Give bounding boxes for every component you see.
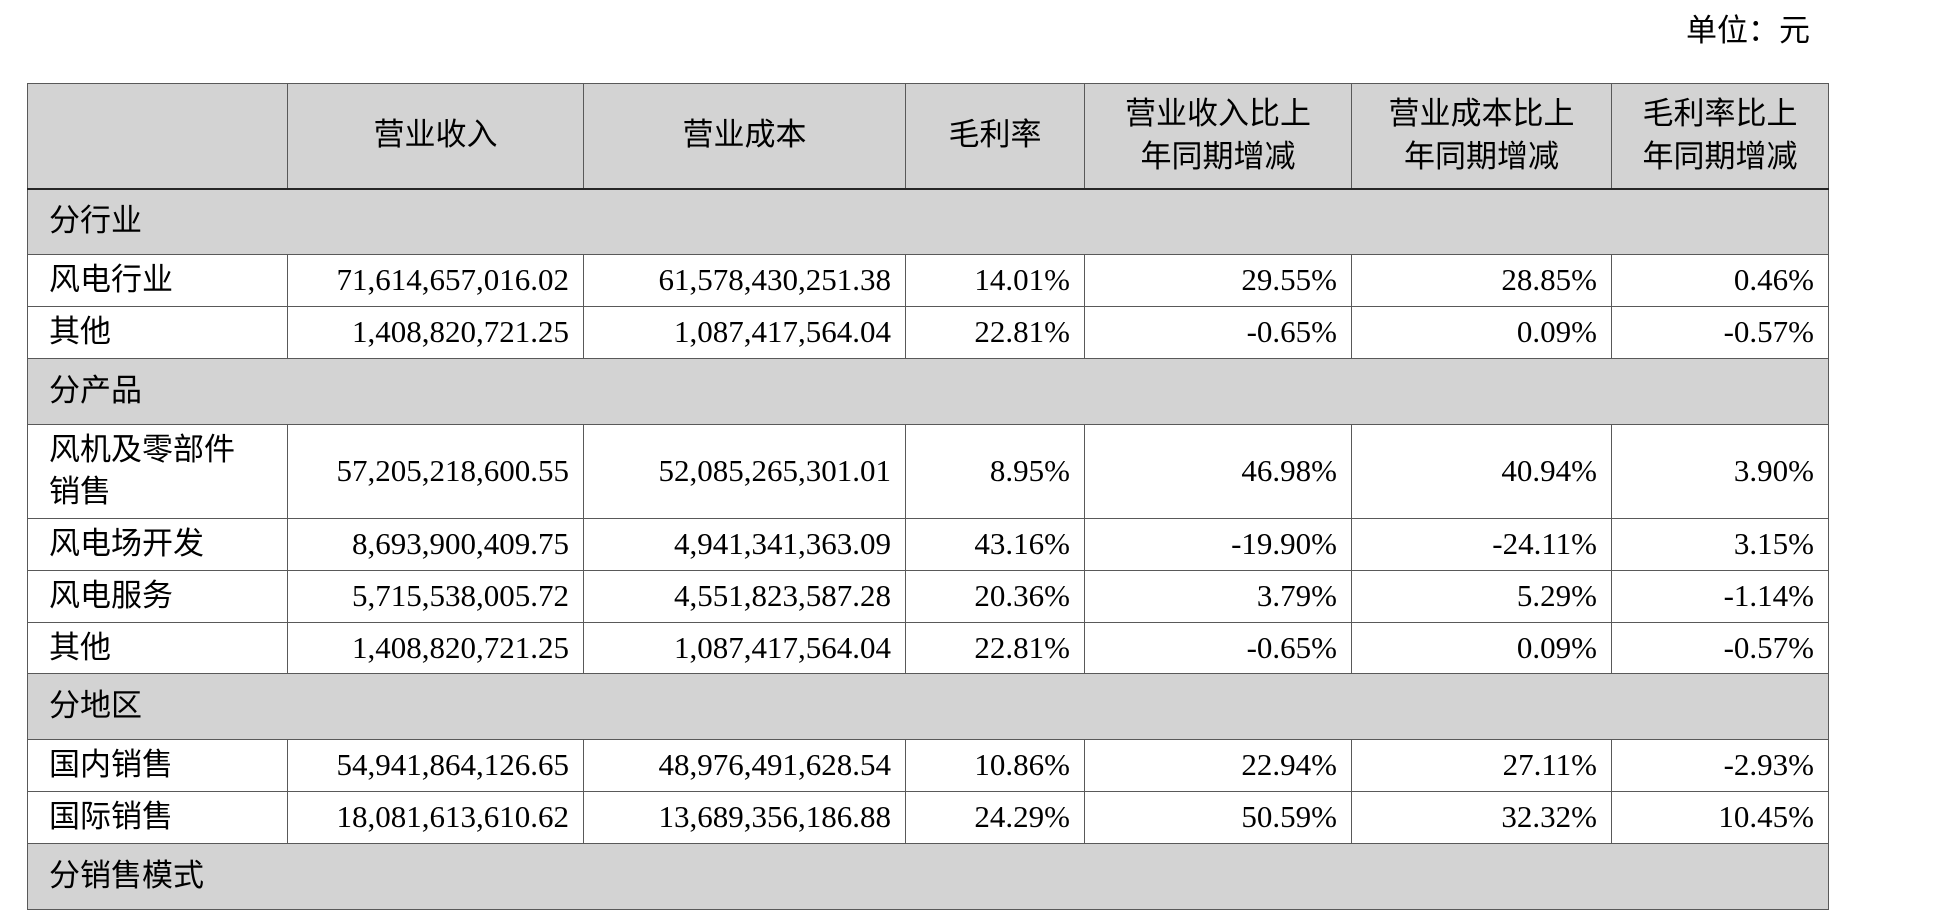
cell-value: 22.81%: [905, 621, 1085, 675]
cell-value: 0.46%: [1611, 254, 1829, 307]
cell-value: -0.57%: [1611, 621, 1829, 675]
table-header-row: 营业收入 营业成本 毛利率 营业收入比上 年同期增减 营业成本比上 年同期增减 …: [27, 83, 1829, 190]
cell-value: 4,941,341,363.09: [583, 518, 906, 571]
table-row: 其他 1,408,820,721.25 1,087,417,564.04 22.81%…: [27, 621, 1829, 675]
cell-value: 10.86%: [905, 739, 1085, 793]
section-title: 分地区: [27, 673, 1829, 741]
table-row: 国内销售 54,941,864,126.65 48,976,491,628.54 10…: [27, 739, 1829, 793]
cell-value: 54,941,864,126.65: [287, 739, 584, 793]
cell-value: 20.36%: [905, 569, 1085, 623]
cell-value: 5,715,538,005.72: [287, 569, 584, 623]
cell-value: 57,205,218,600.55: [287, 423, 584, 520]
header-cost-yoy-change: 营业成本比上 年同期增减: [1351, 83, 1612, 190]
section-row: 分地区: [27, 673, 1829, 741]
header-margin-yoy-change: 毛利率比上 年同期增减: [1611, 83, 1829, 190]
header-operating-cost: 营业成本: [583, 83, 906, 190]
cell-value: 1,087,417,564.04: [583, 305, 906, 359]
cell-value: 29.55%: [1084, 254, 1352, 307]
row-label: 风电服务: [27, 569, 288, 623]
cell-value: 0.09%: [1351, 621, 1612, 675]
table-row: 风电服务 5,715,538,005.72 4,551,823,587.28 20.3…: [27, 569, 1829, 623]
row-label: 其他: [27, 305, 288, 359]
cell-value: 50.59%: [1084, 791, 1352, 844]
cell-value: 40.94%: [1351, 423, 1612, 520]
cell-value: 43.16%: [905, 518, 1085, 571]
cell-value: 28.85%: [1351, 254, 1612, 307]
cell-value: -24.11%: [1351, 518, 1612, 571]
section-row: 分行业: [27, 188, 1829, 255]
cell-value: -0.65%: [1084, 305, 1352, 359]
cell-value: 5.29%: [1351, 569, 1612, 623]
cell-value: 46.98%: [1084, 423, 1352, 520]
cell-value: 8.95%: [905, 423, 1085, 520]
row-label: 国内销售: [27, 739, 288, 793]
cell-value: 18,081,613,610.62: [287, 791, 584, 844]
cell-value: 8,693,900,409.75: [287, 518, 584, 571]
table-row: 风电行业 71,614,657,016.02 61,578,430,251.38 14…: [27, 254, 1829, 307]
unit-label: 单位：元: [1686, 13, 1810, 48]
table-row: 其他 1,408,820,721.25 1,087,417,564.04 22.81%…: [27, 305, 1829, 359]
section-title: 分销售模式: [27, 842, 1829, 910]
cell-value: 1,408,820,721.25: [287, 305, 584, 359]
row-label: 风电行业: [27, 254, 288, 307]
cell-value: -1.14%: [1611, 569, 1829, 623]
cell-value: 3.15%: [1611, 518, 1829, 571]
cell-value: -0.65%: [1084, 621, 1352, 675]
header-gross-margin: 毛利率: [905, 83, 1085, 190]
row-label: 其他: [27, 621, 288, 675]
revenue-breakdown-table: 营业收入 营业成本 毛利率 营业收入比上 年同期增减 营业成本比上 年同期增减 …: [27, 83, 1829, 910]
cell-value: -2.93%: [1611, 739, 1829, 793]
header-category: [27, 83, 288, 190]
cell-value: 1,408,820,721.25: [287, 621, 584, 675]
row-label: 国际销售: [27, 791, 288, 844]
section-row: 分产品: [27, 357, 1829, 425]
cell-value: 48,976,491,628.54: [583, 739, 906, 793]
cell-value: 1,087,417,564.04: [583, 621, 906, 675]
cell-value: 14.01%: [905, 254, 1085, 307]
cell-value: 0.09%: [1351, 305, 1612, 359]
cell-value: 4,551,823,587.28: [583, 569, 906, 623]
cell-value: 13,689,356,186.88: [583, 791, 906, 844]
section-row: 分销售模式: [27, 842, 1829, 910]
row-label: 风电场开发: [27, 518, 288, 571]
table-row: 风电场开发 8,693,900,409.75 4,941,341,363.09 43.…: [27, 518, 1829, 571]
cell-value: 32.32%: [1351, 791, 1612, 844]
table-row: 国际销售 18,081,613,610.62 13,689,356,186.88 24…: [27, 791, 1829, 844]
cell-value: 22.94%: [1084, 739, 1352, 793]
cell-value: 52,085,265,301.01: [583, 423, 906, 520]
cell-value: 3.90%: [1611, 423, 1829, 520]
cell-value: 27.11%: [1351, 739, 1612, 793]
cell-value: 3.79%: [1084, 569, 1352, 623]
cell-value: 22.81%: [905, 305, 1085, 359]
table-row: 风机及零部件 销售 57,205,218,600.55 52,085,265,301…: [27, 423, 1829, 520]
cell-value: 24.29%: [905, 791, 1085, 844]
cell-value: -19.90%: [1084, 518, 1352, 571]
header-revenue-yoy-change: 营业收入比上 年同期增减: [1084, 83, 1352, 190]
cell-value: -0.57%: [1611, 305, 1829, 359]
cell-value: 10.45%: [1611, 791, 1829, 844]
cell-value: 71,614,657,016.02: [287, 254, 584, 307]
header-operating-revenue: 营业收入: [287, 83, 584, 190]
cell-value: 61,578,430,251.38: [583, 254, 906, 307]
section-title: 分产品: [27, 357, 1829, 425]
row-label: 风机及零部件 销售: [27, 423, 288, 520]
section-title: 分行业: [27, 188, 1829, 255]
